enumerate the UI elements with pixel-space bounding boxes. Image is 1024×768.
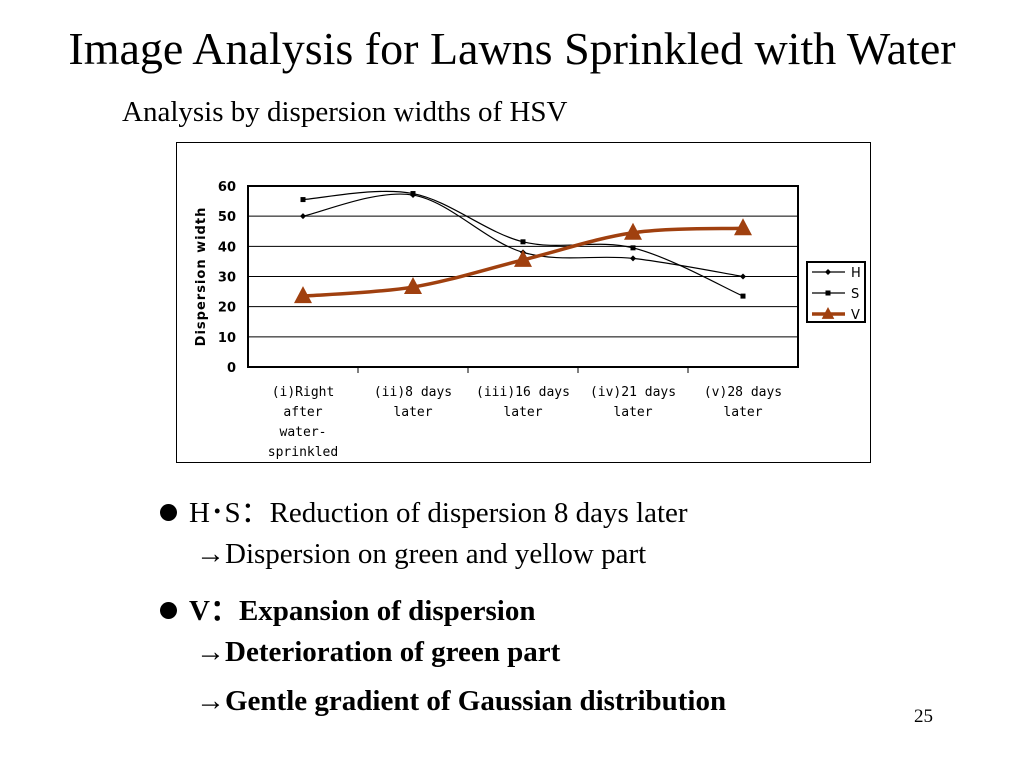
y-tick-label: 0 <box>227 361 236 376</box>
bullet-text: →Gentle gradient of Gaussian distributio… <box>196 685 727 717</box>
legend-label: H <box>851 266 861 281</box>
data-point-S <box>410 191 416 197</box>
x-tick-label: (ii)8 days later <box>374 385 452 420</box>
legend-marker-H <box>825 269 831 275</box>
bullet-item: →Gentle gradient of Gaussian distributio… <box>196 685 726 718</box>
bullet-text: →Dispersion on green and yellow part <box>196 538 647 570</box>
x-tick-label: (iv)21 days later <box>590 385 676 420</box>
bullet-item: V：Expansion of dispersion <box>160 587 536 629</box>
x-tick-label-line: after <box>283 405 322 420</box>
slide-subtitle: Analysis by dispersion widths of HSV <box>122 96 568 128</box>
x-tick-label-line: (iv)21 days <box>590 385 676 400</box>
x-tick-label-line: later <box>503 405 542 420</box>
bullet-text: H･S：Reduction of dispersion 8 days later <box>189 497 688 529</box>
x-tick-label-line: (i)Right <box>272 385 335 400</box>
x-tick-label: (v)28 days later <box>704 385 782 420</box>
x-tick-label-line: (iii)16 days <box>476 385 570 400</box>
data-point-V <box>734 218 752 236</box>
x-tick-label: (i)Right after water-sprinkled <box>268 385 338 460</box>
x-tick-label-line: later <box>613 405 652 420</box>
bullet-item: H･S：Reduction of dispersion 8 days later <box>160 489 688 531</box>
data-point-S <box>740 293 746 299</box>
legend-marker-V <box>821 307 835 319</box>
legend-label: S <box>851 287 859 302</box>
data-point-V <box>624 222 642 240</box>
data-point-V <box>294 286 312 304</box>
y-tick-label: 30 <box>218 271 236 286</box>
bullet-dot-icon <box>160 504 177 521</box>
data-point-V <box>514 249 532 267</box>
chart-frame <box>176 142 871 463</box>
data-point-H <box>300 213 306 220</box>
bullet-text: →Deterioration of green part <box>196 636 561 668</box>
x-tick-label: (iii)16 days later <box>476 385 570 420</box>
data-point-V <box>404 277 422 295</box>
data-point-S <box>630 245 636 251</box>
data-point-H <box>630 255 636 262</box>
data-point-H <box>740 273 746 280</box>
y-axis-label: Dispersion width <box>194 207 209 347</box>
bullet-text: V：Expansion of dispersion <box>189 595 536 627</box>
y-tick-label: 40 <box>218 240 236 255</box>
legend-marker-S <box>825 290 831 296</box>
page-number: 25 <box>914 706 933 727</box>
data-point-S <box>520 239 526 245</box>
y-tick-label: 60 <box>218 180 236 195</box>
x-tick-label-line: (ii)8 days <box>374 385 452 400</box>
bullet-item: →Dispersion on green and yellow part <box>196 538 646 571</box>
y-tick-label: 10 <box>218 331 236 346</box>
y-tick-label: 20 <box>218 301 236 316</box>
legend-label: V <box>851 308 860 323</box>
x-tick-label-line: later <box>393 405 432 420</box>
bullet-item: →Deterioration of green part <box>196 636 560 669</box>
x-tick-label-line: water- <box>280 425 327 440</box>
data-point-S <box>300 197 306 203</box>
plot-area <box>247 185 799 368</box>
x-tick-label-line: sprinkled <box>268 445 338 460</box>
y-tick-label: 50 <box>218 210 236 225</box>
x-tick-label-line: later <box>723 405 762 420</box>
bullet-dot-icon <box>160 602 177 619</box>
slide-title: Image Analysis for Lawns Sprinkled with … <box>68 23 956 74</box>
x-tick-label-line: (v)28 days <box>704 385 782 400</box>
